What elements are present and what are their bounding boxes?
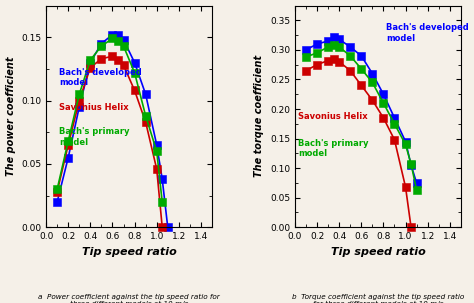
- Text: Savonius Helix: Savonius Helix: [59, 103, 129, 112]
- Text: a  Power coefficient against the tip speed ratio for
three different models at 1: a Power coefficient against the tip spee…: [38, 294, 220, 303]
- X-axis label: Tip speed ratio: Tip speed ratio: [330, 247, 425, 257]
- X-axis label: Tip speed ratio: Tip speed ratio: [82, 247, 176, 257]
- Text: Bach's primary
model: Bach's primary model: [59, 128, 130, 147]
- Y-axis label: The torque coefficient: The torque coefficient: [255, 55, 264, 178]
- Text: Savonius Helix: Savonius Helix: [298, 112, 368, 121]
- Text: Bach's primary
model: Bach's primary model: [298, 138, 369, 158]
- Text: Bach's developed
model: Bach's developed model: [59, 68, 142, 87]
- Text: Bach's developed
model: Bach's developed model: [386, 23, 469, 43]
- Text: b  Torque coefficient against the tip speed ratio
for three different models at : b Torque coefficient against the tip spe…: [292, 294, 464, 303]
- Y-axis label: The power coefficient: The power coefficient: [6, 57, 16, 176]
